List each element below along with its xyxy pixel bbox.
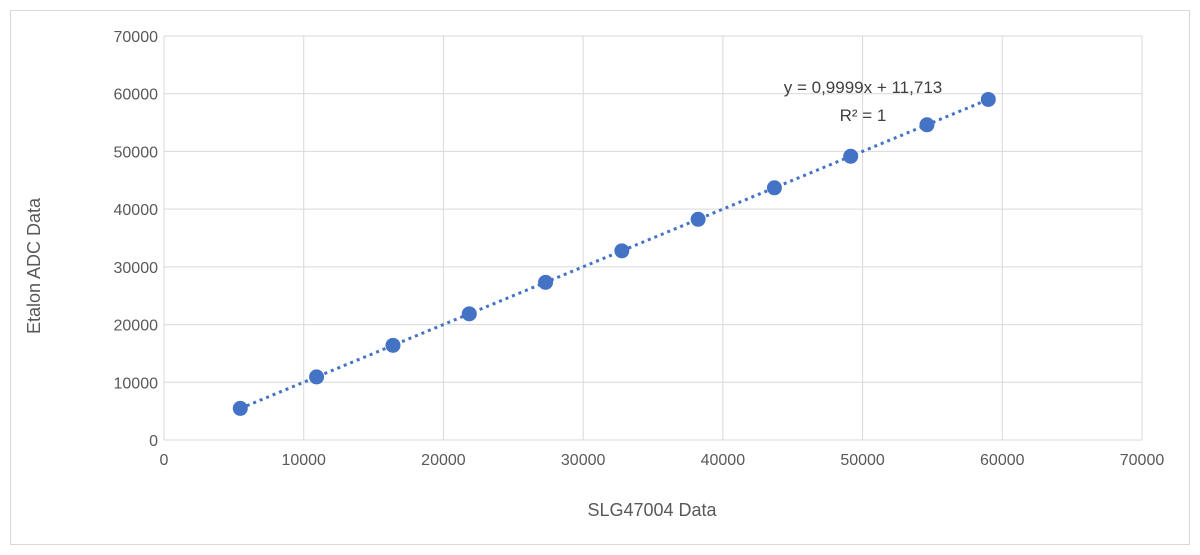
trendline	[239, 98, 989, 410]
data-points	[232, 91, 996, 416]
trendline-equation: y = 0,9999x + 11,713	[784, 78, 942, 97]
x-tick-label: 20000	[421, 452, 466, 469]
data-point	[980, 91, 996, 107]
y-tick-label: 50000	[114, 144, 159, 161]
x-tick-label: 10000	[281, 452, 326, 469]
x-tick-label: 70000	[1120, 452, 1165, 469]
x-tick-label: 0	[160, 452, 169, 469]
data-point	[309, 369, 325, 385]
gridlines	[164, 35, 1143, 440]
y-tick-label: 40000	[114, 202, 159, 219]
data-point	[766, 180, 782, 196]
y-tick-label: 20000	[114, 318, 159, 335]
data-point	[690, 211, 706, 227]
y-tick-label: 60000	[114, 87, 159, 104]
x-tick-label: 30000	[561, 452, 606, 469]
y-tick-label: 70000	[114, 29, 159, 46]
data-point	[843, 148, 859, 164]
y-axis-title: Etalon ADC Data	[24, 197, 44, 334]
axes	[163, 36, 1142, 441]
data-point	[538, 274, 554, 290]
data-point	[614, 243, 630, 259]
tick-labels: 0 10000 20000 30000 40000 50000 60000 70000 0 100…	[114, 29, 1165, 469]
data-point	[232, 400, 248, 416]
data-point	[461, 306, 477, 322]
x-tick-label: 60000	[980, 452, 1025, 469]
y-tick-label: 30000	[114, 260, 159, 277]
x-tick-label: 50000	[840, 452, 885, 469]
x-axis-title: SLG47004 Data	[587, 500, 717, 520]
x-tick-label: 40000	[701, 452, 746, 469]
y-tick-label: 10000	[114, 375, 159, 392]
trendline-line	[239, 98, 989, 410]
trendline-r2: R² = 1	[840, 106, 887, 125]
y-tick-label: 0	[149, 433, 158, 450]
data-point	[385, 337, 401, 353]
data-point	[919, 117, 935, 133]
